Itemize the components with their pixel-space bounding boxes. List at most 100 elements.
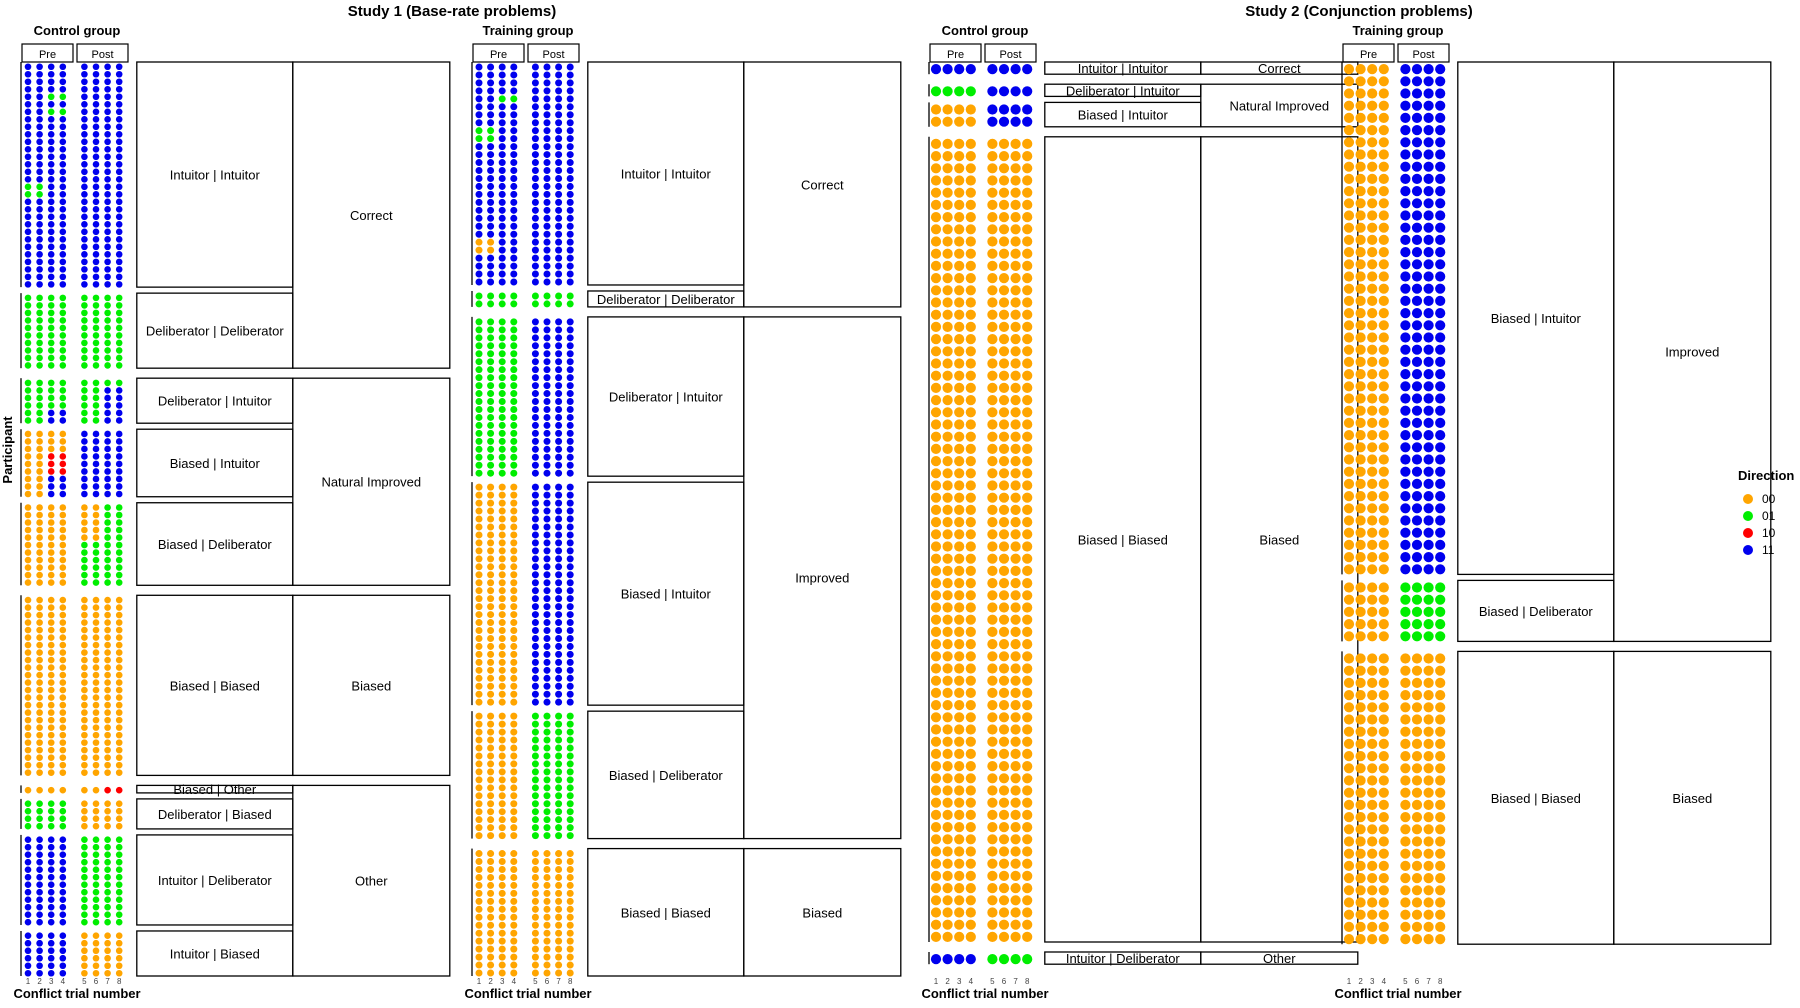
- trial-dot: [1423, 714, 1434, 725]
- trial-dot: [998, 883, 1010, 894]
- trial-dot: [59, 800, 67, 807]
- trial-dot: [92, 511, 100, 519]
- trial-dot: [81, 664, 88, 671]
- trial-dot: [1343, 76, 1355, 87]
- trial-dot: [1367, 702, 1378, 713]
- trial-dot: [115, 746, 123, 754]
- trial-dot: [36, 213, 43, 221]
- trial-dot: [543, 792, 551, 800]
- trial-dot: [998, 663, 1010, 674]
- trial-dot: [510, 413, 518, 421]
- trial-dot: [1400, 726, 1411, 737]
- trial-dot: [498, 111, 506, 119]
- trial-dot: [531, 587, 539, 595]
- trial-dot: [1355, 100, 1366, 111]
- trial-dot: [1378, 799, 1389, 811]
- trial-dot: [92, 453, 100, 460]
- trial-dot: [498, 690, 506, 698]
- trial-dot: [543, 961, 551, 969]
- trial-dot: [1435, 491, 1446, 502]
- trial-dot: [510, 969, 518, 977]
- trial-dot: [475, 461, 483, 469]
- trial-dot: [59, 243, 67, 251]
- trial-dot: [531, 382, 539, 390]
- trial-dot: [498, 712, 506, 720]
- trial-dot: [543, 881, 551, 889]
- trial-dot: [987, 504, 998, 515]
- trial-dot: [531, 858, 539, 866]
- trial-dot: [487, 429, 495, 437]
- trial-dot: [487, 398, 495, 406]
- trial-dot: [1010, 773, 1021, 784]
- trial-dot: [36, 475, 43, 483]
- trial-dot: [930, 431, 942, 442]
- trial-dot: [998, 919, 1010, 930]
- trial-dot: [942, 138, 953, 149]
- trial-dot: [59, 115, 67, 123]
- trial-dot: [24, 302, 32, 309]
- trial-dot: [566, 374, 574, 382]
- trial-dot: [566, 262, 574, 270]
- trial-dot: [1022, 395, 1033, 406]
- trial-dot: [92, 873, 100, 881]
- trial-dot: [475, 563, 483, 571]
- trial-dot: [1355, 454, 1366, 465]
- trial-dot: [1343, 631, 1355, 642]
- trial-dot: [930, 346, 942, 357]
- trial-dot: [1411, 161, 1423, 172]
- trial-dot: [1378, 234, 1389, 245]
- trial-dot: [930, 297, 942, 308]
- trial-dot: [1400, 405, 1411, 416]
- trial-dot: [555, 358, 563, 366]
- trial-dot: [510, 531, 518, 539]
- trial-dot: [1435, 283, 1446, 294]
- trial-dot: [487, 634, 495, 642]
- trial-dot: [566, 515, 574, 523]
- trial-dot: [104, 815, 111, 822]
- trial-dot: [510, 262, 518, 270]
- trial-dot: [498, 79, 506, 87]
- trial-dot: [1435, 393, 1446, 404]
- trial-dot: [954, 712, 965, 723]
- trial-dot: [942, 187, 953, 198]
- trial-dot: [47, 754, 55, 761]
- trial-dot: [1378, 76, 1389, 87]
- trial-dot: [998, 224, 1010, 235]
- trial-dot: [1010, 675, 1021, 686]
- trial-dot: [1378, 539, 1389, 551]
- trial-dot: [1343, 88, 1355, 99]
- trial-dot: [24, 251, 32, 258]
- trial-dot: [59, 302, 67, 309]
- trial-dot: [987, 553, 998, 564]
- trial-dot: [92, 731, 100, 739]
- trial-dot: [930, 175, 942, 186]
- trial-dot: [930, 748, 942, 760]
- trial-dot: [1411, 295, 1423, 306]
- trial-dot: [81, 453, 88, 460]
- trial-dot: [555, 666, 563, 674]
- trial-dot: [498, 382, 506, 390]
- trial-dot: [47, 858, 55, 866]
- trial-dot: [81, 317, 88, 324]
- trial-dot: [510, 95, 518, 103]
- trial-dot: [1367, 873, 1378, 884]
- trial-dot: [475, 913, 483, 921]
- trial-dot: [115, 409, 123, 417]
- trial-dot: [47, 281, 55, 288]
- trial-dot: [930, 86, 942, 97]
- trial-dot: [104, 394, 111, 402]
- trial-dot: [475, 619, 483, 627]
- trial-dot: [1378, 726, 1389, 737]
- trial-dot: [1355, 186, 1366, 197]
- trial-dot: [942, 309, 953, 320]
- trial-dot: [81, 541, 88, 549]
- trial-dot: [1343, 515, 1355, 526]
- trial-dot: [47, 115, 55, 123]
- trial-dot: [36, 807, 43, 815]
- trial-dot: [543, 246, 551, 254]
- trial-dot: [1343, 186, 1355, 197]
- trial-dot: [1367, 405, 1378, 416]
- trial-dot: [47, 918, 55, 926]
- trial-dot: [942, 480, 953, 491]
- trial-dot: [487, 571, 495, 579]
